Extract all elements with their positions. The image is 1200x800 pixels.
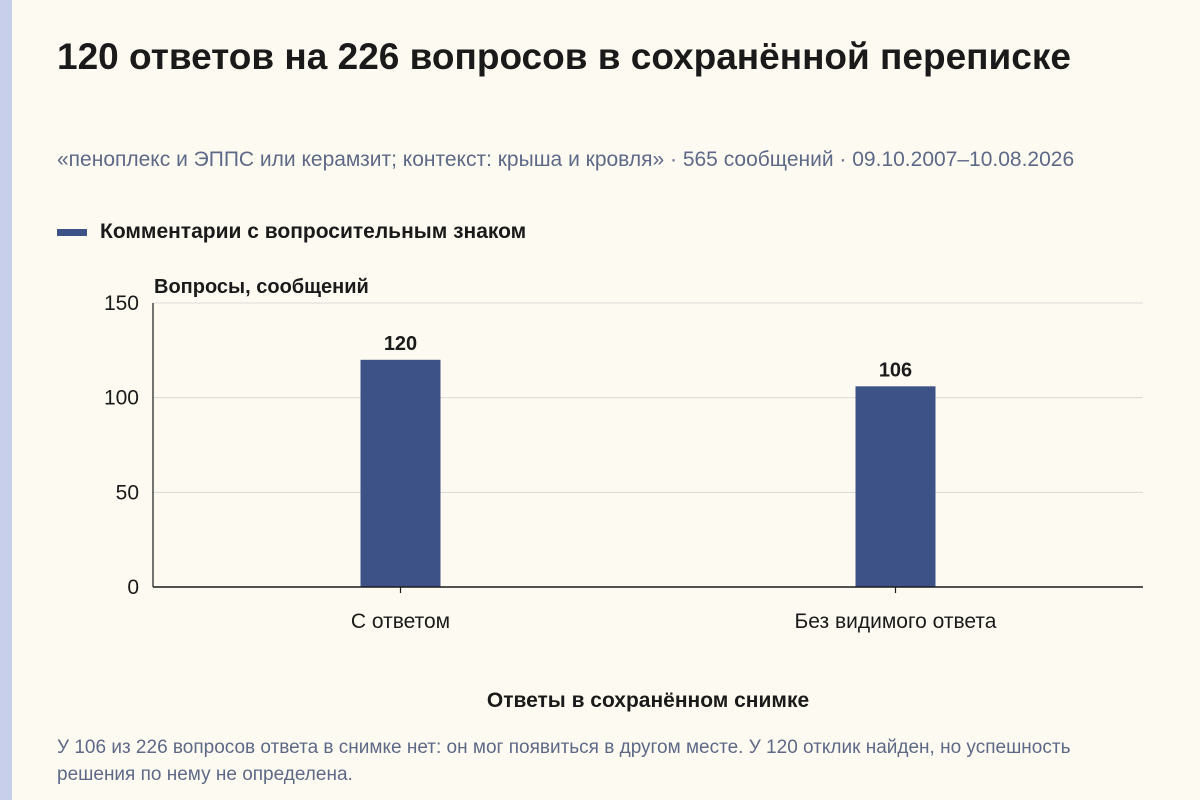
data-label: 120 (384, 333, 417, 355)
y-axis-title: Вопросы, сообщений (154, 276, 369, 298)
bar-chart: 0 50 100 150 Вопросы, сообщений 120 С ответом 1… (104, 276, 1143, 712)
y-tick-label: 50 (116, 481, 139, 504)
x-axis-title: Ответы в сохранённом снимке (487, 689, 809, 712)
y-tick-label: 150 (104, 292, 139, 315)
x-tick-label: Без видимого ответа (795, 610, 997, 633)
chart-subtitle: «пеноплекс и ЭППС или керамзит; контекст… (57, 148, 1075, 171)
legend: Комментарии с вопросительным знаком (57, 218, 526, 246)
grid-lines (153, 302, 1143, 493)
chart-title: 120 ответов на 226 вопросов в сохранённо… (57, 36, 1071, 77)
bar (855, 386, 936, 587)
y-tick-label: 100 (104, 387, 139, 410)
footnote: У 106 из 226 вопросов ответа в снимке не… (57, 737, 1071, 785)
axes (152, 303, 1143, 593)
data-label: 106 (879, 359, 912, 381)
bar (360, 359, 441, 587)
bars (360, 359, 936, 587)
legend-swatch (57, 228, 87, 236)
legend-label: Комментарии с вопросительным знаком (100, 220, 527, 243)
accent-strip (0, 0, 12, 800)
y-tick-label: 0 (127, 576, 139, 599)
x-tick-label: С ответом (351, 610, 450, 633)
labels: 0 50 100 150 Вопросы, сообщений 120 С ответом 1… (104, 276, 997, 712)
